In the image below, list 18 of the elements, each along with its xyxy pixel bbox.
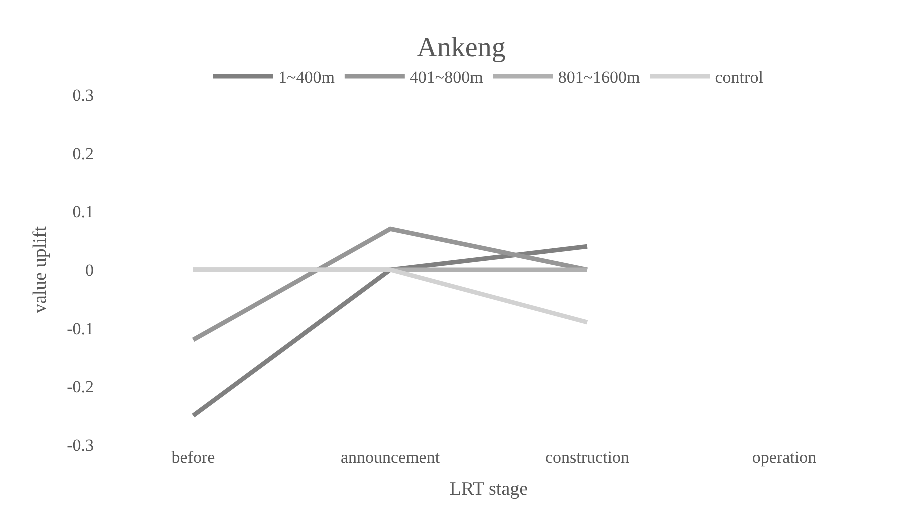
legend-label: 801~1600m (558, 68, 640, 88)
legend-label: 401~800m (410, 68, 484, 88)
chart-title: Ankeng (417, 32, 506, 64)
x-axis-title: LRT stage (450, 478, 528, 500)
legend-label: 1~400m (278, 68, 335, 88)
y-tick-label: 0.1 (72, 202, 94, 222)
x-tick-label: announcement (340, 448, 440, 467)
x-tick-label: operation (752, 448, 818, 467)
y-tick-label: 0.3 (72, 86, 94, 105)
y-tick-label: -0.1 (67, 319, 94, 338)
y-tick-label: 0.2 (72, 144, 94, 164)
x-tick-label: construction (545, 448, 630, 467)
y-tick-label: -0.3 (67, 436, 94, 455)
legend-label: control (715, 68, 764, 88)
x-tick-label: before (172, 448, 216, 467)
y-tick-label: 0 (86, 260, 94, 280)
y-tick-label: -0.2 (67, 378, 94, 397)
y-axis-title: value uplift (30, 226, 51, 314)
